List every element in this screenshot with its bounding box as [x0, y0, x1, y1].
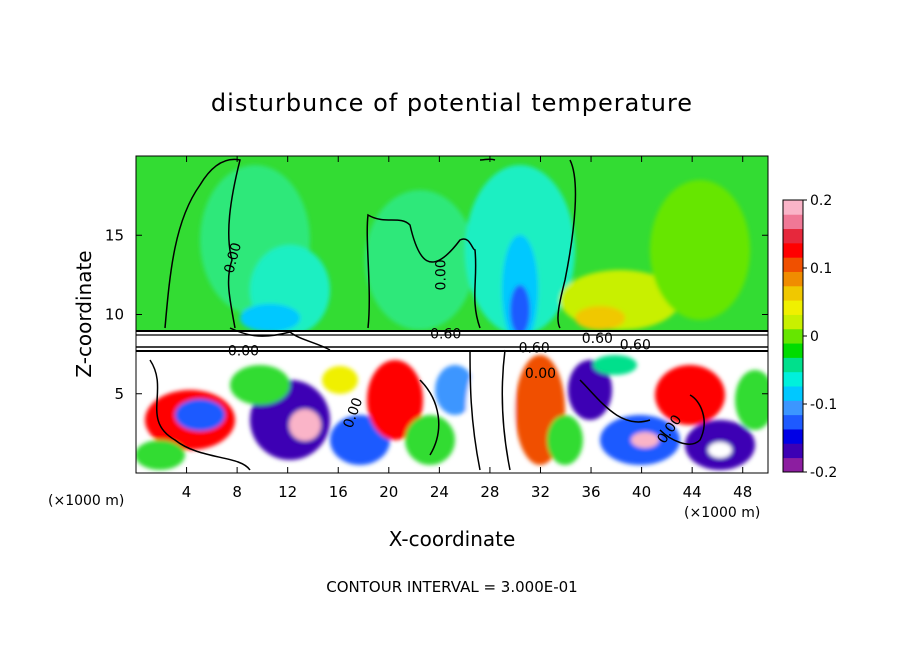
y-tick-label: 5 [114, 385, 124, 403]
colorbar-swatch [783, 386, 803, 401]
x-tick-label: 20 [379, 483, 398, 501]
y-axis-label: Z-coordinate [72, 250, 96, 377]
colorbar-swatch [783, 429, 803, 444]
colorbar-swatch [783, 200, 803, 215]
contour-label: 0.60 [582, 331, 613, 347]
field-patch [175, 399, 225, 431]
x-tick-label: 28 [480, 483, 499, 501]
field-patch [631, 432, 659, 448]
contour-label: 0.60 [519, 341, 550, 357]
contour-line [419, 379, 651, 456]
contour-line [229, 327, 331, 351]
colorbar-swatch [783, 257, 803, 272]
inversion-band [136, 331, 768, 351]
y-tick-label: 15 [105, 226, 124, 244]
colorbar-swatch [783, 371, 803, 387]
x-tick-label: 32 [531, 483, 550, 501]
colorbar: -0.2 -0.1 0 0.1 0.2 [782, 193, 837, 481]
x-tick-label: 4 [182, 483, 192, 501]
y-axis: 5 10 15 [105, 226, 768, 403]
x-axis-label: X-coordinate [389, 527, 516, 551]
colorbar-swatch [783, 343, 803, 358]
x-tick-label: 44 [683, 483, 702, 501]
colorbar-swatch [783, 357, 803, 373]
field-patch [136, 440, 185, 470]
colorbar-tick-label: -0.1 [810, 397, 837, 413]
colorbar-tick-label: -0.2 [810, 465, 837, 481]
field-patch [435, 365, 475, 415]
colorbar-swatch [783, 285, 803, 301]
contour-interval-note: CONTOUR INTERVAL = 3.000E-01 [326, 578, 577, 596]
colorbar-swatch [783, 400, 803, 416]
field-patch [735, 370, 768, 430]
colorbar-swatch [783, 271, 803, 287]
y-tick-label: 10 [105, 306, 124, 324]
x-tick-label: 16 [329, 483, 348, 501]
field-patch [510, 285, 530, 335]
field-patch [289, 409, 321, 441]
contour-line [659, 394, 705, 445]
contour-label: 0.00 [221, 241, 245, 275]
field-patch [405, 415, 455, 465]
field-patch [322, 366, 358, 394]
x-tick-label: 24 [430, 483, 449, 501]
field-patch [230, 365, 290, 405]
colorbar-swatch [783, 228, 803, 244]
colorbar-swatch [783, 214, 803, 230]
contour-label: 0.60 [430, 326, 461, 342]
field-patch [650, 180, 750, 320]
field-patch [367, 360, 423, 440]
field-patch [593, 355, 637, 375]
field-patch [547, 415, 583, 465]
x-unit-left: (×1000 m) [48, 493, 124, 509]
colorbar-swatch [783, 314, 803, 330]
x-unit-right: (×1000 m) [684, 505, 760, 521]
contour-line [479, 158, 577, 329]
x-axis: 4 8 12 16 20 24 28 32 36 40 44 48 [182, 156, 752, 501]
colorbar-swatch [783, 414, 803, 430]
contour-line [469, 349, 511, 471]
contour-label: 0.60 [620, 337, 651, 353]
x-tick-label: 12 [278, 483, 297, 501]
colorbar-tick-label: 0.2 [810, 193, 832, 209]
contour-line [164, 158, 241, 329]
contour-line [149, 359, 251, 471]
colorbar-swatch [783, 443, 803, 459]
contour-label: 0.00 [434, 259, 450, 290]
field-patch [575, 306, 625, 330]
field-patch [365, 190, 475, 330]
colorbar-swatch [783, 300, 803, 315]
colorbar-swatch [783, 328, 803, 344]
contour-line [366, 213, 481, 329]
contour-label: 0.00 [525, 366, 556, 382]
field-patch [240, 304, 300, 332]
colorbar-tick-label: 0 [810, 329, 819, 345]
x-tick-label: 40 [632, 483, 651, 501]
x-tick-label: 8 [232, 483, 242, 501]
x-tick-label: 36 [581, 483, 600, 501]
colorbar-swatch [783, 457, 803, 473]
colorbar-swatch [783, 242, 803, 258]
x-tick-label: 48 [733, 483, 752, 501]
chart-title: disturbunce of potential temperature [211, 89, 693, 117]
contour-label: 0.00 [228, 344, 259, 360]
colorbar-tick-label: 0.1 [810, 261, 832, 277]
field-patch [708, 442, 732, 458]
plot-area: 0.00 0.000.600.600.60 0.600.000.000.00 0.00 [136, 156, 768, 473]
